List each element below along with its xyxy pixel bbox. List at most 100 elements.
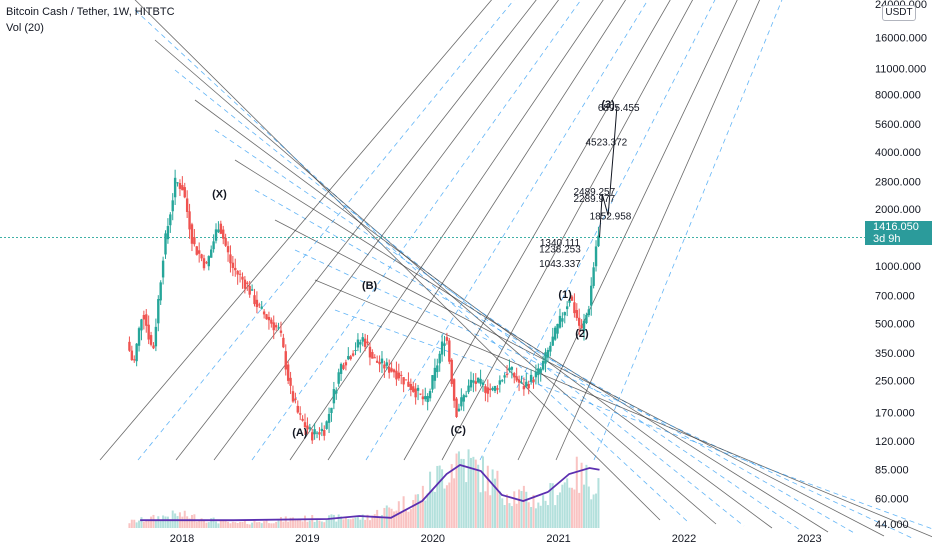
volume-bar [371,515,374,528]
candle-body [217,229,220,233]
last-price-tag: 1416.050 3d 9h [865,221,932,245]
volume-bar [354,517,357,528]
volume-bar [267,523,270,528]
volume-bar [313,521,316,528]
candle-body [140,319,143,331]
candle-body [498,380,502,385]
volume-bar [405,509,408,528]
volume-bar [474,459,477,528]
projection-label: 1043.337 [539,259,581,270]
volume-bar [534,508,537,528]
candle-body [274,325,278,328]
candle-body [578,317,581,326]
candle-body [426,396,429,403]
volume-bar [407,511,410,528]
volume-bar [465,482,468,528]
fib-channel-line [174,69,745,527]
candle-body [253,295,256,305]
volume-bar [299,518,302,528]
volume-bar [491,469,494,528]
volume-bar [255,522,258,528]
candle-body [428,391,432,399]
volume-bar [352,518,355,528]
volume-bar [558,492,561,528]
candle-body [484,386,487,393]
candle-body [195,246,198,255]
volume-bars [128,449,600,528]
candles [128,169,600,444]
candle-body [373,357,376,359]
candle-body [505,373,509,375]
volume-bar [231,521,234,528]
volume-bar [359,519,362,528]
projection-label: 2489.257 [573,187,615,198]
volume-bar [573,489,576,528]
volume-bar [318,520,321,528]
candle-body [135,343,138,362]
volume-bar [159,520,162,528]
price-tick-label: 250.000 [875,376,915,388]
volume-bar [515,503,518,528]
candle-body [590,285,593,306]
candle-body [407,381,410,387]
candle-body [409,384,413,390]
volume-bar [340,516,343,528]
volume-bar [409,509,412,528]
candle-body [164,233,167,255]
volume-bar [150,516,153,528]
volume-bar [186,516,189,528]
volume-bar [546,505,549,528]
volume-bar [539,505,542,528]
candle-body [267,316,271,321]
candle-body [387,367,391,373]
volume-bar [241,521,244,528]
wave-label: (2) [575,328,589,340]
time-axis[interactable]: 2018 2019 2020 2021 2022 2023 [170,533,822,545]
volume-bar [527,502,530,528]
volume-bar [460,458,463,528]
volume-bar [462,458,465,528]
candle-body [563,312,566,316]
candle-body [575,310,578,319]
volume-bar [311,515,314,528]
volume-bar [424,500,427,528]
candle-body [464,395,468,397]
volume-bar [246,523,249,528]
candle-body [205,262,208,264]
time-tick-label: 2023 [797,533,821,545]
volume-bar [453,478,456,528]
volume-bar [426,493,429,528]
volume-bar [544,500,547,528]
volume-bar [251,522,254,528]
volume-bar [412,500,415,528]
currency-button[interactable]: USDT [882,5,916,21]
volume-bar [275,521,278,528]
candle-body [455,398,458,417]
volume-bar [166,516,169,528]
volume-bar [585,464,588,528]
volume-bar [489,495,492,528]
candle-body [289,377,292,386]
volume-bar [224,520,227,528]
candle-body [467,385,470,393]
fan-line [555,0,761,461]
candle-body [363,338,367,347]
price-tick-label: 700.000 [875,291,915,303]
volume-bar [366,514,369,528]
time-tick-label: 2022 [672,533,696,545]
fib-channel-line [214,129,801,531]
candle-body [238,273,242,275]
volume-bar [219,520,222,528]
volume-bar [308,520,311,528]
volume-ma [140,464,600,522]
price-tick-label: 5600.000 [875,119,921,131]
candle-body [414,388,417,398]
volume-bar [397,501,400,528]
volume-bar [373,514,376,528]
candle-body [137,328,141,346]
candle-body [337,372,340,384]
price-axis[interactable]: 24000.00016000.00011000.0008000.0005600.… [875,0,927,531]
candle-body [431,375,434,390]
candle-body [349,356,352,360]
